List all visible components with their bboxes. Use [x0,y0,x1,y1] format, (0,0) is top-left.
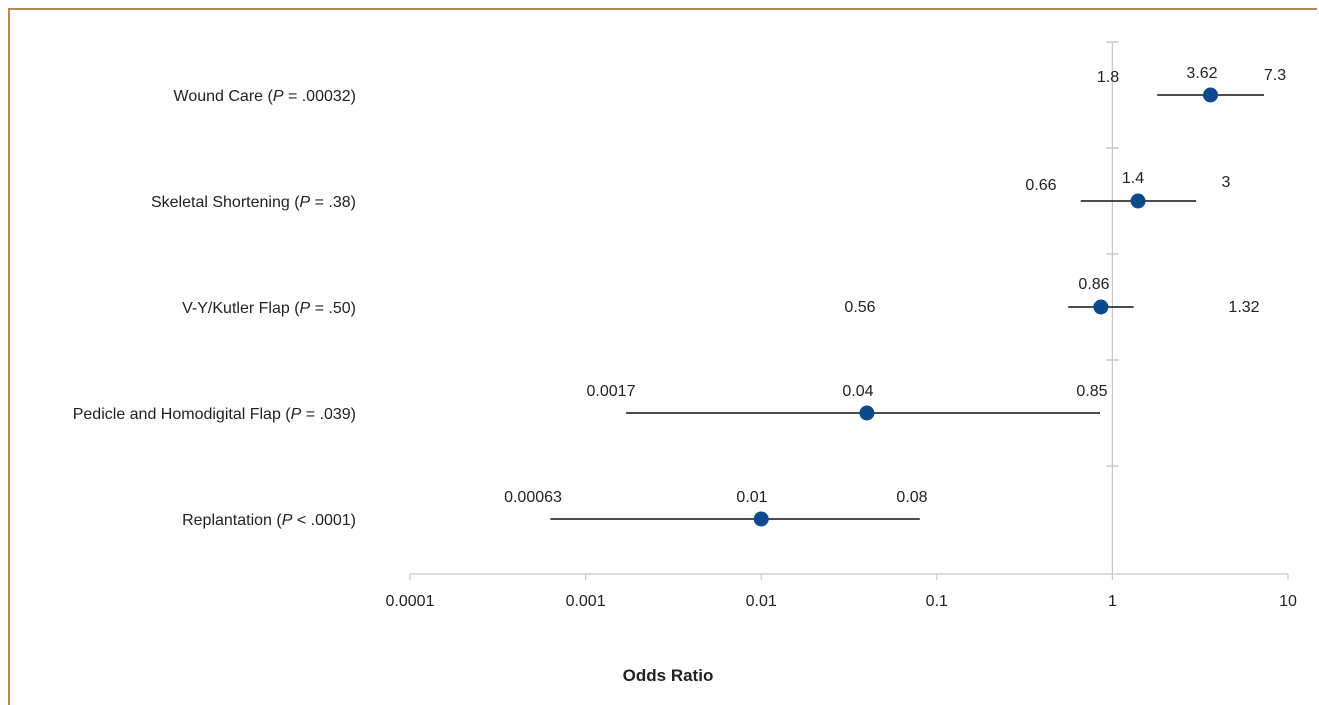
upper-ci-label: 3 [1222,174,1231,191]
lower-ci-label: 1.8 [1097,69,1119,86]
forest-row: Wound Care (P = .00032) 1.8 3.62 7.3 [174,65,1287,105]
x-axis: 0.0001 0.001 0.01 0.1 1 10 [386,573,1297,610]
lower-ci-label: 0.66 [1025,177,1056,194]
odds-ratio-point [1093,299,1109,315]
lower-ci-label: 0.0017 [587,383,636,400]
x-tick-label: 0.001 [566,593,606,610]
x-tick-label: 0.01 [746,593,777,610]
x-tick-label: 1 [1108,593,1117,610]
category-label: Pedicle and Homodigital Flap (P = .039) [73,406,356,423]
category-label: Replantation (P < .0001) [182,512,356,529]
forest-row: V-Y/Kutler Flap (P = .50) 0.56 0.86 1.32 [182,276,1260,317]
odds-ratio-point [1203,87,1219,103]
category-label: V-Y/Kutler Flap (P = .50) [182,300,356,317]
upper-ci-label: 0.08 [896,489,927,506]
odds-ratio-label: 1.4 [1122,170,1144,187]
forest-row: Skeletal Shortening (P = .38) 0.66 1.4 3 [151,170,1231,211]
odds-ratio-point [859,405,875,421]
odds-ratio-point [1130,193,1146,209]
forest-row: Pedicle and Homodigital Flap (P = .039) 0… [73,383,1108,423]
reference-axis-group [1106,41,1119,574]
category-label: Skeletal Shortening (P = .38) [151,194,356,211]
category-label: Wound Care (P = .00032) [174,88,356,105]
chart-frame [8,8,1317,705]
upper-ci-label: 7.3 [1264,67,1286,84]
forest-row: Replantation (P < .0001) 0.00063 0.01 0.08 [182,489,928,529]
rows-group: Wound Care (P = .00032) 1.8 3.62 7.3 Skeleta… [73,65,1286,529]
upper-ci-label: 0.85 [1076,383,1107,400]
lower-ci-label: 0.56 [844,299,875,316]
odds-ratio-point [753,511,769,527]
odds-ratio-label: 0.86 [1078,276,1109,293]
x-tick-label: 0.0001 [386,593,435,610]
x-tick-label: 10 [1279,593,1297,610]
lower-ci-label: 0.00063 [504,489,562,506]
odds-ratio-label: 0.04 [842,383,873,400]
odds-ratio-label: 3.62 [1186,65,1217,82]
odds-ratio-label: 0.01 [736,489,767,506]
upper-ci-label: 1.32 [1228,299,1259,316]
x-tick-label: 0.1 [926,593,948,610]
x-axis-title: Odds Ratio [623,666,714,685]
